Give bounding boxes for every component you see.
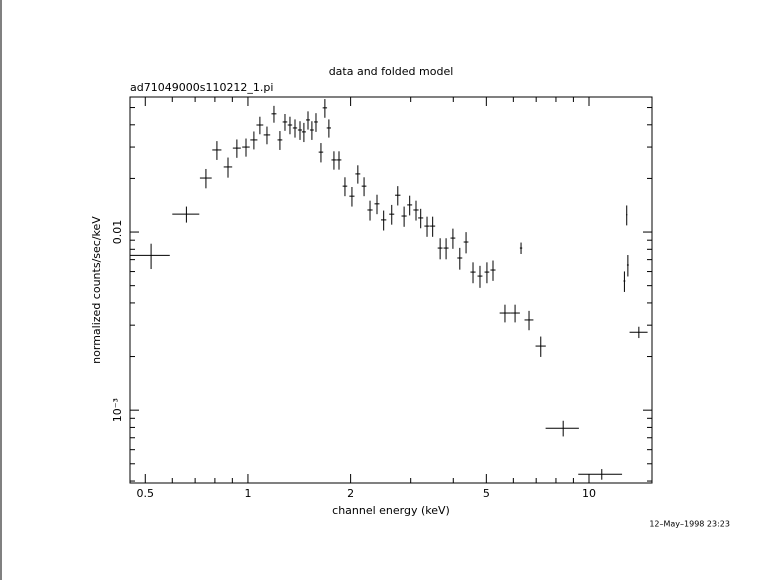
x-tick-label: 2 — [347, 487, 354, 500]
timestamp: 12–May–1998 23:23 — [649, 520, 730, 529]
plot-frame — [129, 96, 653, 484]
x-tick-label: 1 — [244, 487, 251, 500]
x-tick-label: 10 — [582, 487, 596, 500]
y-tick-label: 10⁻³ — [111, 398, 124, 422]
x-tick-label: 5 — [483, 487, 490, 500]
x-axis-label: channel energy (keV) — [332, 504, 450, 517]
chart-title: data and folded model — [329, 65, 454, 78]
y-axis-label: normalized counts/sec/keV — [90, 216, 103, 364]
chart-subtitle: ad71049000s110212_1.pi — [130, 81, 273, 94]
y-tick-label: 0.01 — [111, 220, 124, 245]
data-points — [130, 99, 648, 480]
x-tick-label: 0.5 — [137, 487, 155, 500]
